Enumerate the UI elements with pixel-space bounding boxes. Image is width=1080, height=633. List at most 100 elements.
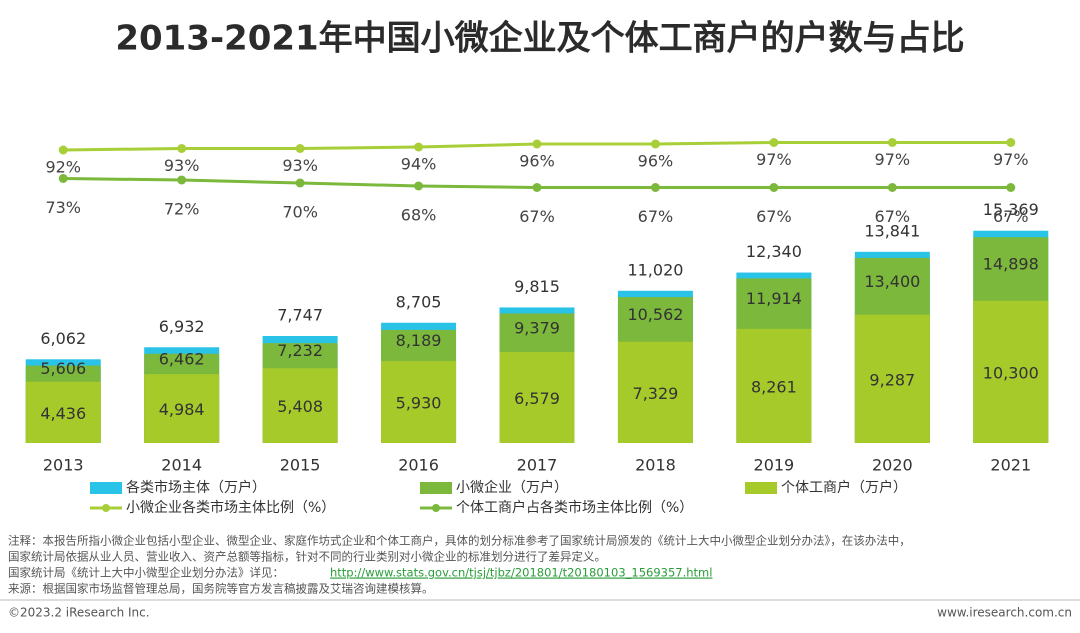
line-point: [650, 139, 660, 149]
line-point: [769, 183, 779, 192]
x-tick-label: 2015: [280, 456, 321, 475]
note: 注释：本报告所指小微企业包括小型企业、微型企业、家庭作坊式企业和个体工商户，具体…: [8, 534, 911, 548]
x-tick-label: 2017: [517, 456, 558, 475]
bar: [25, 381, 101, 443]
value-label: 9,287: [869, 370, 915, 389]
value-label: 9,379: [514, 318, 560, 337]
value-label: 5,408: [277, 397, 323, 416]
bar: [499, 352, 575, 443]
bar: [262, 368, 338, 443]
legend-swatch: [102, 504, 110, 512]
value-label: 73%: [45, 198, 81, 217]
line-point: [532, 139, 542, 149]
value-label: 96%: [519, 152, 555, 171]
legend-label: 小微企业各类市场主体比例（%）: [126, 499, 335, 516]
legend-swatch: [90, 482, 122, 494]
value-label: 97%: [993, 150, 1029, 169]
website: www.iresearch.com.cn: [937, 606, 1072, 620]
value-label: 13,400: [864, 272, 920, 291]
value-label: 92%: [45, 158, 81, 177]
value-label: 14,898: [983, 254, 1039, 273]
copyright: ©2023.2 iResearch Inc.: [8, 606, 150, 620]
chart-title: 2013-2021年中国小微企业及个体工商户的户数与占比: [115, 19, 964, 59]
value-label: 67%: [519, 207, 555, 226]
value-label: 11,020: [627, 260, 683, 279]
line-point: [58, 145, 68, 155]
note: 国家统计局《统计上大中小微型企业划分办法》详见：: [8, 566, 284, 580]
line-point: [887, 138, 897, 147]
value-label: 4,984: [159, 400, 205, 419]
bar: [854, 314, 930, 443]
line-point: [532, 183, 542, 192]
value-label: 93%: [282, 156, 318, 175]
legend-label: 各类市场主体（万户）: [126, 479, 266, 496]
value-label: 67%: [993, 207, 1029, 226]
line-point: [177, 175, 187, 185]
line-point: [414, 142, 424, 152]
value-label: 96%: [638, 152, 674, 171]
value-label: 70%: [282, 203, 318, 222]
line-point: [887, 183, 897, 192]
x-tick-label: 2016: [398, 456, 439, 475]
line-point: [1006, 138, 1016, 147]
value-label: 6,062: [40, 329, 86, 348]
line-point: [295, 144, 305, 153]
bar: [381, 361, 457, 443]
value-label: 6,932: [159, 317, 205, 336]
bar: [736, 328, 812, 443]
value-label: 67%: [875, 207, 911, 226]
value-label: 72%: [164, 200, 200, 219]
x-tick-label: 2020: [872, 456, 913, 475]
value-label: 11,914: [746, 289, 802, 308]
value-label: 6,462: [159, 349, 205, 368]
x-tick-label: 2014: [161, 456, 202, 475]
value-label: 67%: [756, 207, 792, 226]
value-label: 7,232: [277, 341, 323, 360]
line-point: [650, 183, 660, 192]
x-tick-label: 2021: [990, 456, 1031, 475]
value-label: 97%: [756, 150, 792, 169]
value-label: 94%: [401, 155, 437, 174]
line-point: [414, 181, 424, 191]
value-label: 7,329: [633, 384, 679, 403]
value-label: 93%: [164, 156, 200, 175]
x-tick-label: 2013: [43, 456, 84, 475]
note: 国家统计局依据从业人员、营业收入、资产总额等指标，针对不同的行业类别对小微企业的…: [8, 550, 606, 564]
value-label: 13,841: [864, 221, 920, 240]
line-point: [295, 178, 305, 188]
legend-label: 个体工商户占各类市场主体比例（%）: [456, 499, 693, 516]
value-label: 12,340: [746, 242, 802, 261]
value-label: 5,606: [40, 359, 86, 378]
value-label: 6,579: [514, 389, 560, 408]
value-label: 15,369: [983, 200, 1039, 219]
value-label: 9,815: [514, 277, 560, 296]
value-label: 8,705: [396, 292, 442, 311]
value-label: 67%: [638, 207, 674, 226]
value-label: 97%: [875, 150, 911, 169]
note-link[interactable]: http://www.stats.gov.cn/tjsj/tjbz/201801…: [330, 566, 712, 580]
line-point: [769, 138, 779, 147]
legend-label: 小微企业（万户）: [456, 479, 568, 496]
legend-swatch: [420, 482, 452, 494]
line-point: [58, 174, 68, 183]
x-tick-label: 2018: [635, 456, 676, 475]
bar: [973, 300, 1049, 443]
bar: [617, 341, 693, 443]
line-point: [1006, 183, 1016, 192]
value-label: 7,747: [277, 305, 323, 324]
line-point: [177, 144, 187, 153]
value-label: 8,189: [396, 331, 442, 350]
bar: [144, 374, 220, 443]
legend-swatch: [432, 504, 440, 512]
value-label: 68%: [401, 206, 437, 225]
legend-swatch: [745, 482, 777, 494]
value-label: 8,261: [751, 377, 797, 396]
value-label: 10,562: [627, 305, 683, 324]
value-label: 5,930: [396, 394, 442, 413]
value-label: 10,300: [983, 363, 1039, 382]
x-tick-label: 2019: [754, 456, 795, 475]
note: 来源：根据国家市场监督管理总局，国务院等官方发言稿披露及艾瑞咨询建模核算。: [8, 582, 434, 596]
value-label: 4,436: [40, 404, 86, 423]
legend-label: 个体工商户（万户）: [781, 479, 907, 496]
